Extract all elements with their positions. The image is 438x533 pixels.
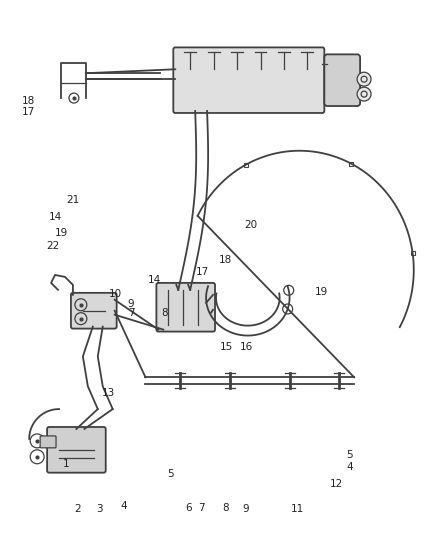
- FancyBboxPatch shape: [324, 54, 360, 106]
- Text: 2: 2: [74, 504, 81, 514]
- Text: 19: 19: [314, 287, 328, 297]
- Text: 4: 4: [346, 462, 353, 472]
- Text: 16: 16: [239, 342, 253, 352]
- Circle shape: [357, 87, 371, 101]
- Text: 5: 5: [346, 450, 353, 460]
- Text: 4: 4: [121, 501, 127, 511]
- Text: 18: 18: [22, 96, 35, 106]
- Text: 19: 19: [55, 228, 68, 238]
- Text: 14: 14: [49, 212, 63, 222]
- Text: 1: 1: [63, 458, 69, 469]
- Text: 11: 11: [291, 504, 304, 514]
- Text: 7: 7: [198, 503, 205, 513]
- Text: 8: 8: [161, 308, 168, 318]
- FancyBboxPatch shape: [156, 283, 215, 332]
- FancyBboxPatch shape: [47, 427, 106, 473]
- Text: 18: 18: [219, 255, 232, 265]
- Text: 9: 9: [243, 504, 249, 514]
- Text: 8: 8: [223, 503, 229, 513]
- FancyBboxPatch shape: [173, 47, 324, 113]
- Text: 6: 6: [185, 503, 192, 513]
- FancyBboxPatch shape: [40, 436, 56, 448]
- Text: 3: 3: [96, 504, 102, 514]
- Text: 12: 12: [330, 479, 343, 489]
- FancyBboxPatch shape: [71, 293, 117, 329]
- Text: 17: 17: [22, 107, 35, 117]
- Text: 17: 17: [196, 267, 209, 277]
- Text: 21: 21: [67, 195, 80, 205]
- Text: 10: 10: [109, 289, 122, 299]
- Text: 22: 22: [46, 241, 60, 252]
- Text: 20: 20: [244, 220, 257, 230]
- Text: 7: 7: [128, 308, 134, 318]
- Text: 14: 14: [148, 275, 161, 285]
- Circle shape: [357, 72, 371, 86]
- Text: 5: 5: [167, 469, 173, 479]
- Text: 9: 9: [128, 298, 134, 309]
- Text: 13: 13: [101, 387, 115, 398]
- Text: 15: 15: [220, 342, 233, 352]
